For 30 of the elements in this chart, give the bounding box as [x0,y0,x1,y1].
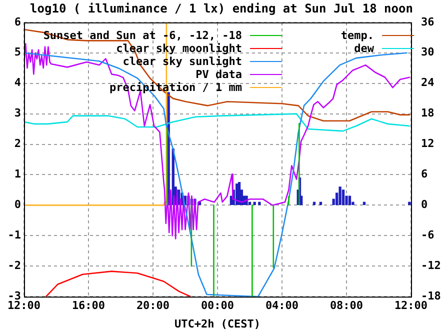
x-tick-label: 20:00 [136,299,170,312]
y-tick-label: -2 [8,258,21,272]
y-tick-label: 0 [14,198,21,212]
x-tick-label: 16:00 [72,299,106,312]
y2-tick-label: 24 [421,76,435,90]
y2-tick-label: 12 [421,137,434,150]
x-tick-label: 04:00 [265,299,299,312]
legend-label: PV data [196,68,242,81]
x-tick-label: 12:00 [394,299,428,312]
x-tick-label: 12:00 [7,299,41,312]
y2-tick-label: 6 [421,168,428,181]
y-tick-label: 2 [14,137,21,150]
x-tick-label: 08:00 [330,299,364,312]
y-tick-label: 1 [14,168,22,181]
y-tick-label: 5 [14,46,21,59]
y2-tick-label: 0 [421,198,428,212]
x-tick-label: 00:00 [200,299,234,312]
legend-label: temp. [340,29,374,42]
y-tick-label: 4 [14,76,22,90]
y2-tick-label: 18 [421,106,434,120]
y-tick-label: 6 [14,15,22,28]
y2-tick-label: 30 [421,46,434,59]
legend-label: dew [354,42,374,55]
chart-title: log10 ( illuminance / 1 lx) ending at Sun Jul 18 noon [30,1,413,16]
y2-tick-label: 36 [421,15,435,28]
y-tick-label: -1 [8,228,22,242]
y-tick-label: 3 [14,106,21,120]
x-axis-title: UTC+2h (CEST) [174,317,261,330]
y2-tick-label: -6 [421,228,435,242]
y2-tick-label: -12 [421,258,441,272]
